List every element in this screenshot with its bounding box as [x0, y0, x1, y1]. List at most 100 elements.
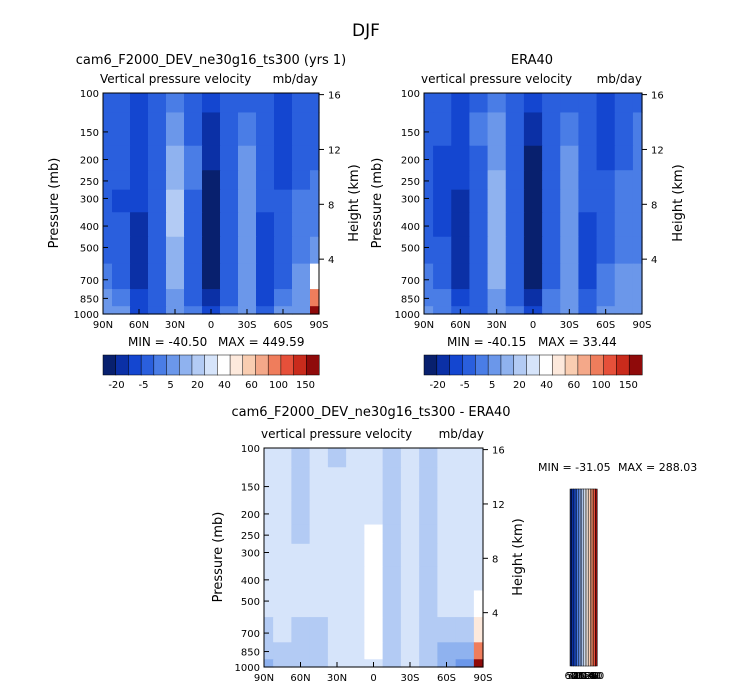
colorbar-label: -50: [586, 671, 602, 682]
heatmap-cell: [274, 263, 293, 290]
y-tick-label: 250: [401, 177, 420, 188]
heatmap-cell: [451, 145, 471, 171]
heatmap-cell: [309, 642, 329, 660]
panel-subtitle-left: vertical pressure velocity: [261, 427, 412, 441]
heatmap-cell: [184, 289, 203, 307]
heatmap-cell: [542, 93, 561, 114]
heatmap-cell: [437, 524, 457, 545]
heatmap-cell: [310, 189, 320, 213]
heatmap-cell: [309, 448, 329, 468]
heatmap-cell: [364, 524, 384, 545]
heatmap-cell: [400, 642, 420, 660]
heatmap-cell: [310, 145, 320, 171]
heatmap-cell: [273, 524, 292, 545]
colorbar-swatch: [436, 354, 451, 376]
heatmap-cell: [184, 112, 203, 147]
heatmap-cell: [291, 500, 311, 526]
heatmap-cell: [291, 543, 311, 567]
y2-tick-label: 4: [492, 609, 498, 620]
y-tick-label: 200: [80, 156, 99, 167]
heatmap-cell: [523, 289, 543, 307]
heatmap-cell: [505, 145, 525, 171]
x-tick-label: 60N: [290, 673, 310, 684]
heatmap-cell: [256, 236, 275, 265]
stat-min: MIN = -40.50: [128, 335, 207, 349]
heatmap-cell: [130, 93, 149, 114]
heatmap-cell: [400, 543, 420, 567]
x-tick-label: 0: [370, 673, 376, 684]
heatmap-cell: [130, 112, 149, 147]
heatmap-cell: [469, 93, 489, 114]
y2-tick-label: 12: [492, 500, 505, 511]
heatmap-cell: [473, 642, 484, 660]
heatmap-cell: [202, 212, 221, 238]
heatmap-cell: [382, 500, 402, 526]
heatmap-cell: [382, 543, 402, 567]
heatmap-cell: [202, 93, 221, 114]
panel-title: ERA40: [511, 53, 553, 68]
heatmap-cell: [596, 289, 616, 307]
colorbar-swatch: [628, 354, 643, 376]
heatmap-cell: [238, 212, 257, 238]
heatmap-cell: [542, 212, 561, 238]
heatmap-cell: [505, 236, 525, 265]
heatmap-cell: [542, 189, 561, 213]
colorbar-label: -5: [460, 380, 470, 391]
heatmap-cell: [130, 189, 149, 213]
heatmap-cell: [238, 189, 257, 213]
y-axis-label: Pressure (mb): [370, 158, 385, 249]
heatmap-cell: [327, 448, 347, 468]
heatmap-cell: [292, 212, 311, 238]
y2-axis-ticks: 16 12 8 4: [483, 446, 505, 620]
heatmap-cell: [291, 448, 311, 468]
heatmap-cell: [400, 590, 420, 618]
heatmap-cell: [433, 306, 452, 315]
colorbar-label: 0: [580, 671, 586, 682]
x-tick-label: 90S: [473, 673, 492, 684]
heatmap-cell: [292, 289, 311, 307]
colorbar-swatch: [487, 354, 502, 376]
heatmap-cell: [523, 145, 543, 171]
colorbar-label: 60: [565, 671, 578, 682]
heatmap-cell: [148, 145, 167, 171]
heatmap-cell: [220, 145, 239, 171]
stat-max: MAX = 33.44: [538, 335, 617, 349]
heatmap-cell: [433, 189, 452, 213]
heatmap-cell: [437, 566, 457, 592]
heatmap-cell: [166, 189, 185, 213]
heatmap-cell: [455, 500, 475, 526]
colorbar-label: 60: [568, 380, 581, 391]
heatmap-cell: [487, 289, 507, 307]
heatmap-cell: [433, 170, 452, 191]
heatmap-cell: [202, 263, 221, 290]
heatmap-cell: [327, 642, 347, 660]
heatmap-cell: [632, 212, 643, 238]
heatmap-cell: [596, 236, 616, 265]
heatmap-cell: [238, 289, 257, 307]
heatmap-cell: [273, 566, 292, 592]
heatmap-cell: [437, 467, 457, 501]
heatmap-cell: [291, 524, 311, 545]
heatmap-cell: [274, 170, 293, 191]
y-axis-ticks: 100 150 200 250 300 400 500 700 850 1000: [74, 89, 108, 321]
heatmap-cell: [578, 289, 598, 307]
heatmap-cell: [632, 189, 643, 213]
heatmap-cell: [578, 236, 598, 265]
heatmap-cell: [346, 590, 365, 618]
heatmap-cell: [264, 590, 274, 618]
heatmap-cell: [424, 236, 434, 265]
heatmap-cell: [632, 263, 643, 290]
heatmap-cell: [419, 659, 438, 668]
heatmap-cell: [273, 500, 292, 526]
y2-tick-label: 12: [651, 145, 664, 156]
heatmap-cell: [382, 642, 402, 660]
heatmap-cell: [469, 289, 489, 307]
heatmap-cell: [274, 289, 293, 307]
panel-subtitle-left: Vertical pressure velocity: [100, 72, 251, 86]
heatmap-cell: [327, 524, 347, 545]
heatmap-cell: [560, 263, 580, 290]
heatmap-cell: [473, 500, 484, 526]
x-tick-label: 90S: [309, 320, 328, 331]
heatmap-cell: [256, 263, 275, 290]
